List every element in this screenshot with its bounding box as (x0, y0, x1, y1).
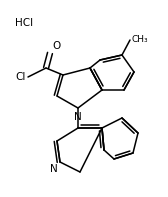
Text: HCl: HCl (15, 18, 33, 28)
Text: Cl: Cl (16, 72, 26, 82)
Text: CH₃: CH₃ (132, 34, 149, 44)
Text: O: O (52, 41, 60, 51)
Text: N: N (74, 112, 82, 122)
Text: N: N (50, 164, 58, 174)
